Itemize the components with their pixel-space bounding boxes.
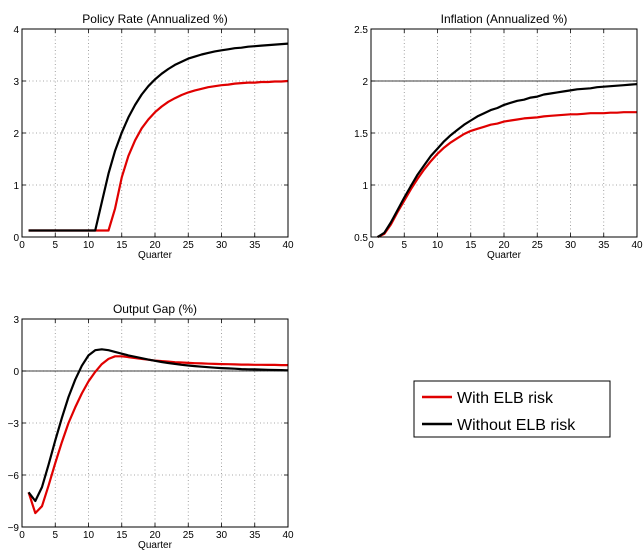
y-tick-label: 2 bbox=[362, 77, 368, 88]
y-tick-label: 3 bbox=[13, 77, 19, 88]
x-tick-label: 20 bbox=[498, 240, 510, 251]
y-tick-label: 0.5 bbox=[354, 233, 368, 244]
series-line-without-elb bbox=[28, 42, 289, 232]
x-tick-label: 25 bbox=[532, 240, 544, 251]
chart-panel-1: 0 5 10 15 20 25 30 35 40 0 1 2 3 4 Policy Rate (Annual… bbox=[13, 12, 294, 261]
y-tick-label: 0 bbox=[13, 233, 19, 244]
x-tick-label: 0 bbox=[19, 240, 25, 251]
x-tick-label: 5 bbox=[52, 240, 58, 251]
x-tick-label: 35 bbox=[598, 240, 610, 251]
plot-frame bbox=[21, 318, 289, 528]
x-tick-label: 35 bbox=[249, 530, 261, 541]
chart-title: Inflation (Annualized %) bbox=[441, 12, 568, 26]
x-tick-label: 10 bbox=[432, 240, 444, 251]
x-tick-label: 30 bbox=[216, 530, 228, 541]
plot-frame bbox=[21, 28, 289, 238]
y-tick-label: 4 bbox=[13, 25, 19, 36]
chart-title: Output Gap (%) bbox=[113, 302, 197, 316]
x-tick-label: 40 bbox=[282, 240, 294, 251]
x-axis-label: Quarter bbox=[487, 250, 522, 261]
x-tick-label: 25 bbox=[183, 240, 195, 251]
y-tick-label: −3 bbox=[8, 419, 20, 430]
y-tick-label: −9 bbox=[8, 523, 20, 534]
chart-title: Policy Rate (Annualized %) bbox=[82, 12, 227, 26]
legend-label-with-elb: With ELB risk bbox=[457, 390, 554, 407]
y-tick-label: −6 bbox=[8, 471, 20, 482]
x-tick-label: 30 bbox=[216, 240, 228, 251]
series-line-without-elb bbox=[377, 83, 638, 238]
y-tick-label: 0 bbox=[13, 367, 19, 378]
x-tick-label: 0 bbox=[368, 240, 374, 251]
y-tick-label: 3 bbox=[13, 315, 19, 326]
x-tick-label: 35 bbox=[249, 240, 261, 251]
x-tick-label: 5 bbox=[401, 240, 407, 251]
chart-panel-3: 0 5 10 15 20 25 30 35 40 −9 −6 −3 0 3 Output Gap (%) Qu… bbox=[8, 302, 294, 551]
y-tick-label: 2.5 bbox=[354, 25, 368, 36]
series-line-with-elb bbox=[377, 111, 637, 238]
legend-box bbox=[413, 380, 611, 438]
x-axis-label: Quarter bbox=[138, 540, 173, 551]
x-tick-label: 30 bbox=[565, 240, 577, 251]
series-line-without-elb bbox=[27, 348, 289, 503]
x-tick-label: 10 bbox=[83, 240, 95, 251]
y-tick-label: 2 bbox=[13, 129, 19, 140]
x-tick-label: 15 bbox=[465, 240, 477, 251]
legend: With ELB risk Without ELB risk bbox=[413, 380, 611, 438]
y-tick-label: 1 bbox=[362, 181, 368, 192]
legend-label-without-elb: Without ELB risk bbox=[457, 417, 576, 434]
x-tick-label: 20 bbox=[149, 530, 161, 541]
x-tick-label: 15 bbox=[116, 240, 128, 251]
x-axis-label: Quarter bbox=[138, 250, 173, 261]
x-tick-label: 15 bbox=[116, 530, 128, 541]
x-tick-label: 5 bbox=[52, 530, 58, 541]
x-tick-label: 40 bbox=[631, 240, 643, 251]
x-tick-label: 40 bbox=[282, 530, 294, 541]
x-tick-label: 0 bbox=[19, 530, 25, 541]
y-tick-label: 1.5 bbox=[354, 129, 368, 140]
y-tick-label: 1 bbox=[13, 181, 19, 192]
chart-panel-2: 0 5 10 15 20 25 30 35 40 0.5 1 1.5 2 2.5 Inflation (An… bbox=[354, 12, 643, 261]
x-tick-label: 20 bbox=[149, 240, 161, 251]
x-tick-label: 10 bbox=[83, 530, 95, 541]
plot-frame bbox=[370, 28, 638, 238]
x-tick-label: 25 bbox=[183, 530, 195, 541]
